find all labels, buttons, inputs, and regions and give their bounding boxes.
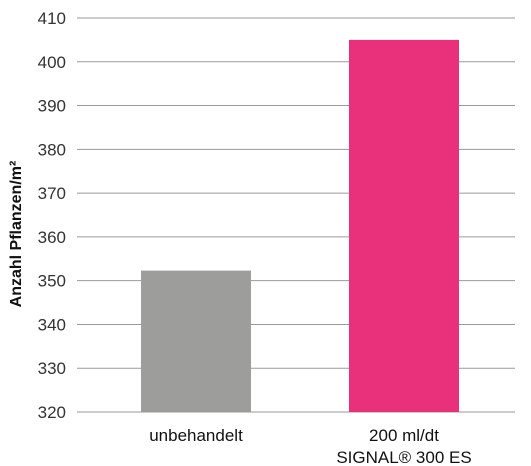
x-category-labels: unbehandelt 200 ml/dt SIGNAL® 300 ES: [149, 426, 471, 466]
x-category-label: 200 ml/dt: [369, 426, 439, 445]
x-category-label: SIGNAL® 300 ES: [336, 448, 471, 466]
y-tick-label: 380: [38, 140, 66, 159]
bars: [141, 39, 459, 413]
y-tick-label: 350: [38, 272, 66, 291]
y-tick-label: 340: [38, 315, 66, 334]
bar: [349, 39, 459, 413]
bar: [141, 270, 251, 412]
y-tick-label: 360: [38, 228, 66, 247]
x-category-label: unbehandelt: [149, 426, 243, 445]
y-tick-label: 400: [38, 53, 66, 72]
y-tick-label: 390: [38, 97, 66, 116]
y-tick-label: 370: [38, 184, 66, 203]
y-tick-label: 320: [38, 403, 66, 422]
y-axis-label: Anzahl Pflanzen/m²: [8, 161, 25, 308]
y-tick-labels: 320 330 340 350 360 370 380 390 400 410: [38, 9, 66, 422]
y-tick-label: 330: [38, 359, 66, 378]
y-tick-label: 410: [38, 9, 66, 28]
